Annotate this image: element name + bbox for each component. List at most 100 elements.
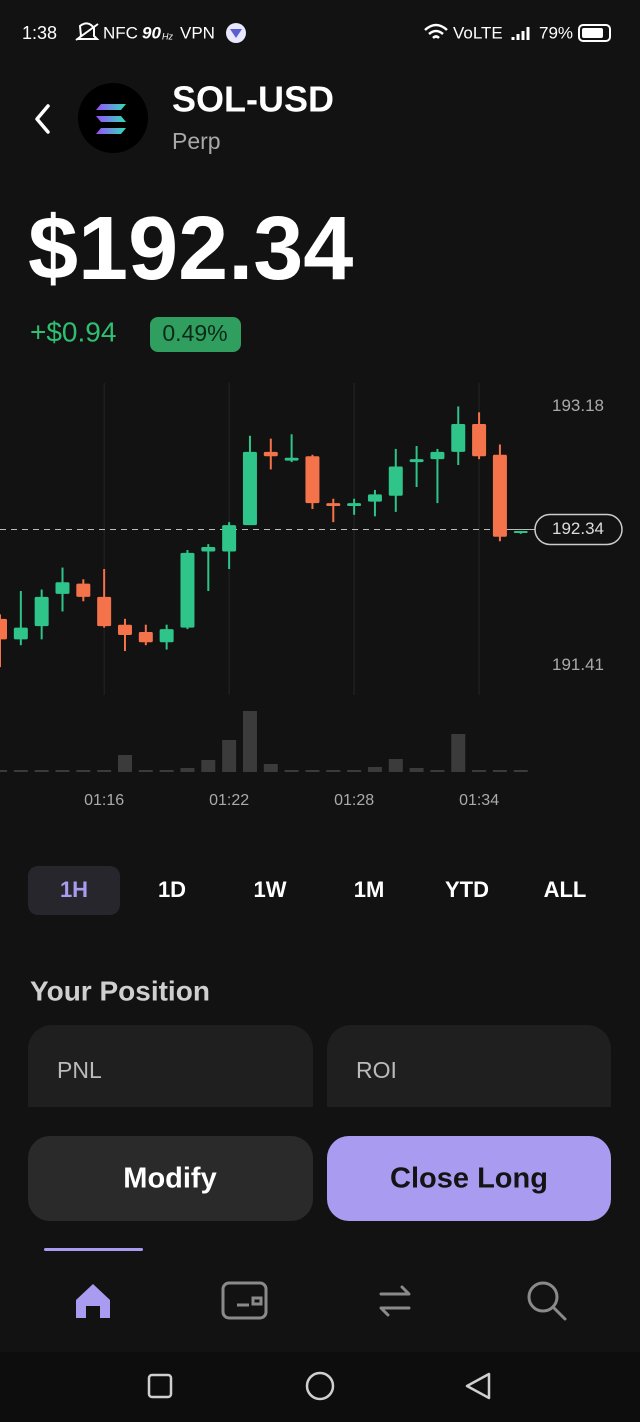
status-time: 1:38 bbox=[22, 23, 57, 43]
x-tick-label: 01:34 bbox=[459, 792, 499, 809]
battery-level bbox=[582, 28, 603, 38]
candle-body bbox=[472, 424, 487, 457]
volume-bar bbox=[222, 740, 237, 772]
candle-body bbox=[284, 457, 299, 461]
nav-wallet-mark bbox=[237, 1296, 263, 1307]
candle-body bbox=[34, 596, 49, 627]
volume-bar bbox=[305, 770, 320, 772]
volume-bar bbox=[451, 734, 466, 772]
back-system-button[interactable] bbox=[465, 1372, 491, 1400]
mute-icon bbox=[75, 22, 100, 41]
candle-body bbox=[117, 624, 132, 635]
candle-body bbox=[138, 632, 153, 643]
y-tick-label: 191.41 bbox=[552, 655, 604, 674]
nav-home[interactable] bbox=[76, 1284, 110, 1318]
sol-logo-mark bbox=[96, 104, 126, 134]
volume-bar bbox=[284, 770, 299, 772]
volume-bar bbox=[55, 770, 70, 772]
candle-body bbox=[55, 582, 70, 594]
volume-bar bbox=[513, 770, 528, 772]
x-tick-label: 01:22 bbox=[209, 792, 249, 809]
symbol: SOL-USD bbox=[172, 79, 334, 120]
volume-bar bbox=[367, 767, 382, 772]
volume-bar bbox=[242, 711, 257, 772]
x-tick-label: 01:16 bbox=[84, 792, 124, 809]
candle-body bbox=[388, 466, 403, 496]
tab[interactable]: 1W bbox=[254, 877, 287, 902]
card-label: ROI bbox=[356, 1057, 397, 1083]
candle-body bbox=[430, 451, 445, 460]
volume-bar bbox=[388, 759, 403, 772]
nav-search[interactable] bbox=[527, 1281, 559, 1313]
change-percent: 0.49% bbox=[162, 320, 227, 346]
section-title: Your Position bbox=[30, 975, 210, 1006]
price-chart[interactable]: 01:1601:2201:2801:34193.18192.3191.41192… bbox=[0, 383, 623, 809]
volume-bar bbox=[201, 760, 216, 772]
tab[interactable]: 1D bbox=[158, 877, 186, 902]
candle-body bbox=[305, 456, 320, 504]
volume-bar bbox=[430, 770, 445, 772]
close-long-button[interactable] bbox=[327, 1136, 611, 1221]
volume-bar bbox=[97, 770, 112, 772]
card-label: PNL bbox=[57, 1057, 102, 1083]
volume-bar bbox=[263, 764, 278, 772]
price-change: +$0.94 bbox=[30, 316, 116, 347]
candle-body bbox=[13, 627, 28, 640]
signal-icon bbox=[511, 27, 530, 40]
nav-indicator bbox=[44, 1248, 143, 1251]
tab[interactable]: 1M bbox=[354, 877, 385, 902]
volume-bar bbox=[34, 770, 49, 772]
candle-body bbox=[222, 525, 237, 552]
candle-body bbox=[159, 629, 174, 643]
nav-swap[interactable] bbox=[379, 1285, 411, 1317]
volume-bar bbox=[347, 770, 362, 772]
volume-bar bbox=[13, 770, 28, 772]
candle-body bbox=[201, 547, 216, 552]
back-button[interactable] bbox=[35, 104, 50, 134]
tab[interactable]: YTD bbox=[445, 877, 489, 902]
button-label: Modify bbox=[123, 1163, 216, 1195]
home-button[interactable] bbox=[305, 1371, 335, 1401]
change-badge bbox=[150, 317, 241, 352]
candle-body bbox=[492, 454, 507, 537]
volume-bar bbox=[138, 770, 153, 772]
volume-bar bbox=[180, 768, 195, 772]
candle-body bbox=[326, 503, 341, 507]
volume-bar bbox=[492, 770, 507, 772]
last-price-label: 192.34 bbox=[552, 519, 604, 538]
x-tick-label: 01:28 bbox=[334, 792, 374, 809]
price: $192.34 bbox=[28, 199, 353, 299]
status-refresh-unit: Hz bbox=[162, 31, 173, 41]
tab[interactable]: 1H bbox=[60, 877, 88, 902]
status-nfc: NFC bbox=[103, 23, 138, 42]
volume-bar bbox=[409, 768, 424, 772]
volume-bar bbox=[472, 770, 487, 772]
candle-body bbox=[76, 583, 91, 597]
volume-bar bbox=[159, 770, 174, 772]
button-label: Close Long bbox=[390, 1163, 548, 1195]
recents-button[interactable] bbox=[147, 1373, 173, 1399]
volume-bar bbox=[326, 770, 341, 772]
candle-body bbox=[513, 530, 528, 533]
candle-body bbox=[367, 494, 382, 502]
market-type: Perp bbox=[172, 128, 221, 154]
tab-active-bg bbox=[28, 866, 120, 915]
candle-body bbox=[409, 459, 424, 463]
modify-button[interactable] bbox=[28, 1136, 313, 1221]
battery-icon bbox=[578, 24, 611, 42]
status-network: VoLTE bbox=[453, 23, 503, 42]
system-nav bbox=[0, 1352, 640, 1422]
candle-body bbox=[451, 424, 466, 452]
time-range-tabs: 1H 1D 1W 1M YTD ALL bbox=[28, 866, 586, 915]
y-tick-label: 193.18 bbox=[552, 396, 604, 415]
status-refresh: 90 bbox=[142, 23, 161, 42]
status-battery: 79% bbox=[539, 23, 573, 42]
tab[interactable]: ALL bbox=[544, 877, 587, 902]
nav-icons bbox=[221, 1281, 567, 1321]
system-buttons bbox=[147, 1371, 491, 1401]
volume-bar bbox=[0, 770, 7, 772]
volume-bar bbox=[117, 755, 132, 772]
nav-wallet[interactable] bbox=[221, 1281, 268, 1320]
